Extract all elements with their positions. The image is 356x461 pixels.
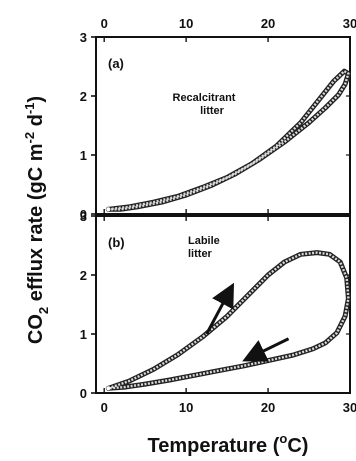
panel-label: (a) — [108, 56, 124, 71]
x-axis-title: Temperature (oC) — [148, 431, 309, 457]
y-title-part: ) — [25, 96, 47, 103]
y-tick-label: 0 — [80, 386, 87, 401]
hysteresis-loop — [108, 69, 350, 211]
top-x-tick-label: 0 — [101, 16, 108, 31]
direction-arrow — [205, 282, 235, 335]
y-tick-label: 1 — [80, 327, 87, 342]
x-tick-label: 20 — [261, 400, 275, 415]
loop-start-marker — [106, 207, 111, 212]
annotation-line: Recalcitrant — [173, 92, 236, 104]
hysteresis-loop — [107, 251, 350, 390]
y-tick-label: 2 — [80, 268, 87, 283]
annotation-line: litter — [188, 248, 213, 260]
y-title-part: efflux rate (gC m — [25, 143, 47, 306]
direction-arrow — [242, 337, 290, 362]
y-title-part: CO — [25, 314, 47, 344]
y-title-sub: 2 — [36, 307, 51, 314]
plot-frame — [95, 215, 351, 394]
x-tick-label: 0 — [101, 400, 108, 415]
series-annotation: Recalcitrant litter — [173, 92, 236, 117]
y-tick-label: 3 — [80, 209, 87, 224]
y-title-sup: -2 — [22, 132, 37, 144]
y-tick-label: 2 — [80, 89, 87, 104]
y-title-sup: -1 — [22, 103, 37, 115]
y-axis-title: CO2 efflux rate (gC m-2 d-1) — [22, 96, 51, 344]
panel-label: (b) — [108, 235, 125, 250]
y-tick-label: 3 — [80, 30, 87, 45]
annotation-line: litter — [200, 105, 225, 117]
annotation-line: Labile — [188, 235, 220, 247]
plot-frame — [95, 36, 351, 215]
top-x-tick-label: 20 — [261, 16, 275, 31]
x-title-sup: o — [279, 431, 287, 446]
series-annotation: Labile litter — [188, 235, 220, 260]
x-title-part: Temperature ( — [148, 435, 280, 457]
top-x-tick-label: 30 — [343, 16, 356, 31]
y-title-part: d — [25, 114, 47, 132]
y-tick-label: 0 — [80, 207, 87, 222]
x-tick-label: 30 — [343, 400, 356, 415]
top-x-tick-label: 10 — [179, 16, 193, 31]
loop-start-marker — [106, 386, 111, 391]
x-tick-label: 10 — [179, 400, 193, 415]
x-title-part: C) — [287, 435, 308, 457]
y-tick-label: 1 — [80, 148, 87, 163]
